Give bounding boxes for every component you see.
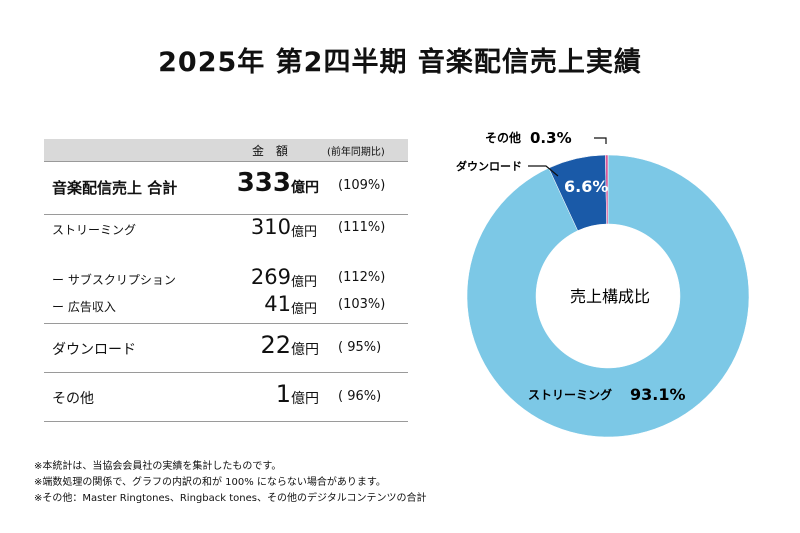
row-unit: 億円 [291,275,318,290]
slice-value-streaming: 93.1% [630,385,686,404]
table-row-other: その他 1 億円 ( 96%) [44,373,408,422]
slice-value-download: 6.6% [564,177,608,196]
row-unit: 億円 [291,225,318,240]
leader-line-other [594,137,607,144]
table-row-download: ダウンロード 22 億円 ( 95%) [44,324,408,373]
row-unit: 億円 [291,391,319,407]
row-value: 22 [260,331,291,359]
row-label: 音楽配信売上 合計 [52,179,178,197]
sales-table: 金 額 (前年同期比) 音楽配信売上 合計 333 億円 (109%) ストリー… [44,139,408,422]
row-label: ストリーミング [52,223,137,237]
table-header: 金 額 (前年同期比) [44,139,408,162]
slice-label-streaming: ストリーミング [528,387,612,402]
row-yoy: (111%) [338,220,386,235]
slice-label-other: その他 [485,130,521,145]
row-label: ー サブスクリプション [52,273,176,287]
table-row-total: 音楽配信売上 合計 333 億円 (109%) [44,162,408,215]
row-yoy: ( 96%) [338,389,382,404]
row-unit: 億円 [291,342,319,358]
row-yoy: (112%) [338,270,386,285]
footnotes: ※本統計は、当協会会員社の実績を集計したものです。 ※端数処理の関係で、グラフの… [34,459,427,507]
table-row-streaming-group: ストリーミング 310 億円 (111%) ー サブスクリプション 269 億円… [44,215,408,324]
row-label: その他 [52,391,94,407]
row-value: 269 [250,265,291,289]
row-yoy: (103%) [338,297,386,312]
footnote: ※その他：Master Ringtones、Ringback tones、その他… [34,493,427,504]
row-value: 310 [250,215,291,239]
header-amount: 金 額 [252,144,292,158]
row-label: ー 広告収入 [52,300,116,314]
row-label: ダウンロード [52,342,136,358]
donut-slice [605,154,609,225]
row-value: 41 [264,292,291,316]
table-row-streaming: ストリーミング 310 億円 (111%) [44,215,408,261]
row-yoy: (109%) [338,178,386,193]
donut-center-label: 売上構成比 [570,287,650,306]
row-unit: 億円 [291,180,319,196]
table-row-subscription: ー サブスクリプション 269 億円 (112%) [44,265,408,293]
table-row-ad-revenue: ー 広告収入 41 億円 (103%) [44,292,408,320]
row-yoy: ( 95%) [338,340,382,355]
leader-line-download [528,165,559,177]
row-value: 1 [275,380,291,408]
header-yoy: (前年同期比) [327,147,385,158]
footnote: ※端数処理の関係で、グラフの内訳の和が 100% にならない場合があります。 [34,477,386,488]
row-unit: 億円 [291,302,318,317]
donut-slice [466,154,750,438]
slice-value-other: 0.3% [530,129,572,147]
row-value: 333 [236,168,291,198]
page-title: 2025年 第2四半期 音楽配信売上実績 [158,47,642,78]
slice-label-download: ダウンロード [456,159,522,173]
footnote: ※本統計は、当協会会員社の実績を集計したものです。 [34,461,282,472]
